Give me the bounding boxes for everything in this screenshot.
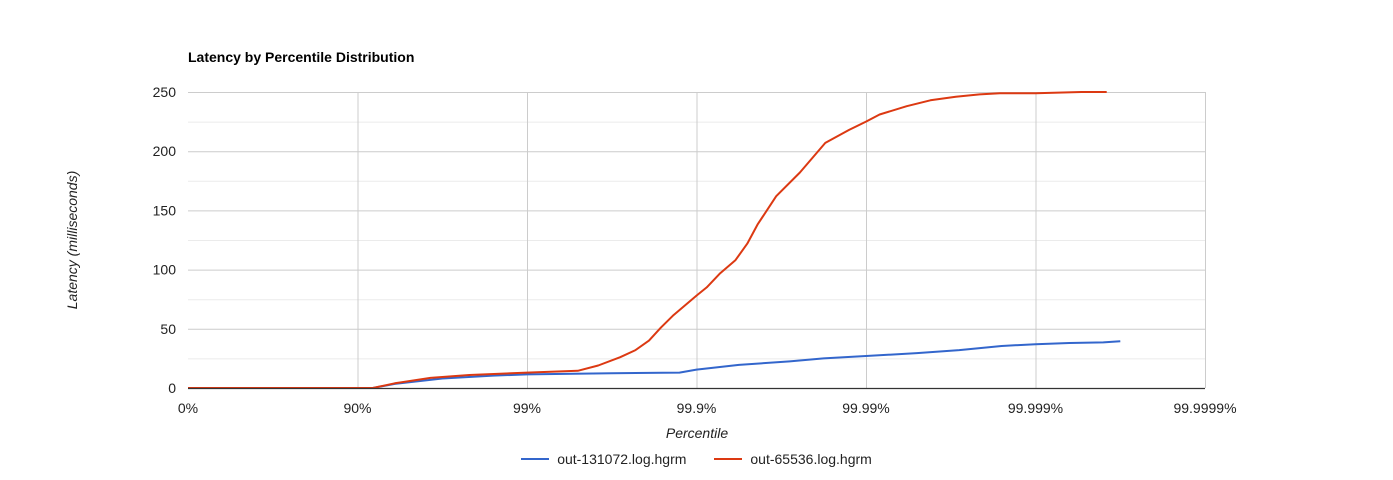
legend-item-series-1[interactable]: out-131072.log.hgrm bbox=[521, 451, 686, 467]
chart-title: Latency by Percentile Distribution bbox=[188, 49, 415, 65]
x-axis-ticks: 0% 90% 99% 99.9% 99.99% 99.999% 99.9999% bbox=[178, 400, 1237, 416]
legend: out-131072.log.hgrm out-65536.log.hgrm bbox=[0, 451, 1393, 467]
legend-line-swatch-icon bbox=[521, 458, 550, 460]
series-line-2[interactable] bbox=[188, 91, 1107, 389]
series-line-1[interactable] bbox=[188, 340, 1121, 389]
legend-label: out-131072.log.hgrm bbox=[557, 451, 687, 467]
y-tick-label: 50 bbox=[160, 321, 176, 337]
major-gridlines bbox=[188, 92, 1206, 388]
x-tick-label: 90% bbox=[343, 400, 371, 416]
x-tick-label: 99% bbox=[513, 400, 541, 416]
legend-line-swatch-icon bbox=[714, 458, 743, 460]
y-tick-label: 0 bbox=[168, 380, 176, 396]
y-axis-ticks: 0 50 100 150 200 250 bbox=[153, 84, 177, 396]
legend-item-series-2[interactable]: out-65536.log.hgrm bbox=[714, 451, 872, 467]
x-tick-label: 0% bbox=[178, 400, 198, 416]
x-tick-label: 99.999% bbox=[1008, 400, 1063, 416]
x-tick-label: 99.9% bbox=[677, 400, 717, 416]
x-tick-label: 99.9999% bbox=[1173, 400, 1236, 416]
y-tick-label: 200 bbox=[153, 143, 177, 159]
x-axis-title: Percentile bbox=[666, 425, 728, 441]
legend-label: out-65536.log.hgrm bbox=[750, 451, 872, 467]
y-tick-label: 150 bbox=[153, 202, 177, 218]
data-series[interactable] bbox=[188, 91, 1121, 389]
y-tick-label: 250 bbox=[153, 84, 177, 100]
y-axis-title: Latency (milliseconds) bbox=[64, 171, 80, 310]
y-tick-label: 100 bbox=[153, 262, 177, 278]
x-tick-label: 99.99% bbox=[842, 400, 889, 416]
